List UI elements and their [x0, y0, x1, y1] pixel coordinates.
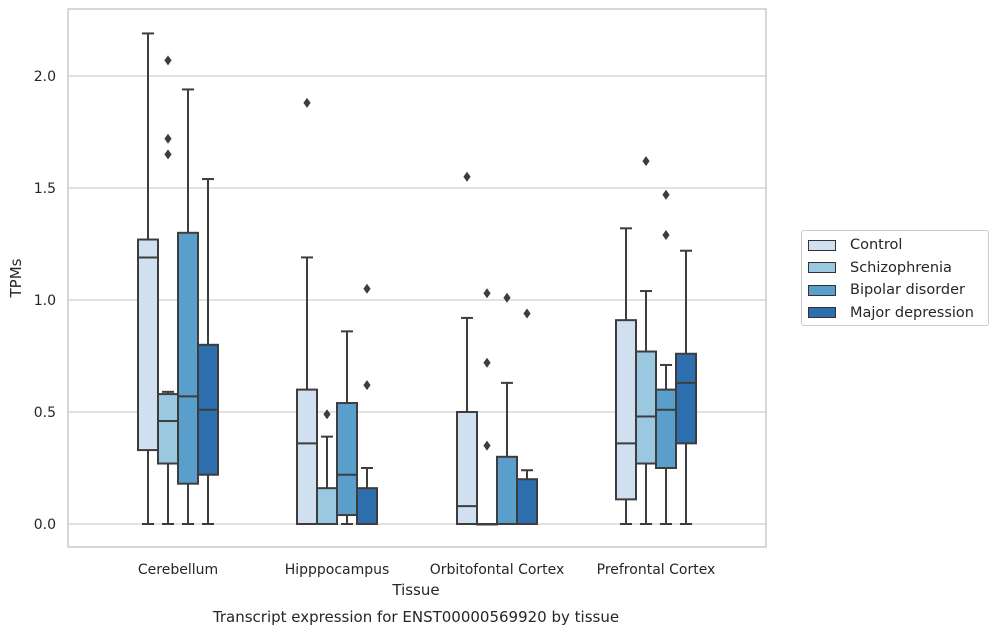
outlier-point: [164, 133, 172, 144]
outlier-point: [483, 440, 491, 451]
box: [177, 88, 199, 525]
outlier-point: [662, 230, 670, 241]
chart-title: Transcript expression for ENST0000056992…: [212, 608, 619, 626]
box-body: [496, 455, 518, 525]
box: [675, 249, 697, 525]
legend-label: Control: [850, 237, 903, 254]
plot-frame: [67, 8, 767, 548]
box-body: [456, 411, 478, 525]
legend-item: Bipolar disorder: [802, 279, 988, 302]
outlier-point: [323, 409, 331, 420]
y-tick-label: 1.5: [34, 181, 56, 197]
box: [476, 288, 498, 526]
x-axis-label: Tissue: [391, 581, 439, 599]
y-tick-label: 0.5: [34, 405, 56, 421]
box-body: [316, 487, 338, 526]
box-body: [137, 238, 159, 452]
outlier-point: [503, 292, 511, 303]
legend-label: Major depression: [850, 304, 974, 321]
box: [635, 156, 657, 525]
series-major-depression: [197, 178, 697, 526]
y-axis-label: TPMs: [7, 258, 25, 298]
series-schizophrenia: [157, 55, 657, 526]
legend-label: Schizophrenia: [850, 259, 952, 276]
box-body: [615, 319, 637, 501]
series-bipolar-disorder: [177, 88, 677, 525]
x-tick-label: Orbitofontal Cortex: [430, 562, 565, 578]
box: [456, 171, 478, 525]
y-tick-labels: 0.0 0.5 1.0 1.5 2.0: [34, 69, 56, 533]
box: [137, 32, 159, 525]
box: [296, 97, 318, 525]
y-tick-label: 0.0: [34, 517, 56, 533]
legend-label: Bipolar disorder: [850, 282, 965, 299]
box: [516, 308, 538, 526]
outlier-point: [523, 308, 531, 319]
outlier-point: [483, 288, 491, 299]
box-body: [516, 478, 538, 526]
x-tick-label: Hipppocampus: [285, 562, 390, 578]
box: [336, 330, 358, 525]
y-tick-label: 1.0: [34, 293, 56, 309]
box-body: [655, 388, 677, 470]
legend-swatch: [808, 262, 836, 274]
x-tick-label: Cerebellum: [138, 562, 218, 578]
y-tick-label: 2.0: [34, 69, 56, 85]
legend-swatch: [808, 307, 836, 319]
outlier-point: [303, 97, 311, 108]
outlier-point: [164, 149, 172, 160]
series-control: [137, 32, 637, 525]
box-body: [635, 350, 657, 465]
outlier-point: [483, 357, 491, 368]
box-body: [296, 388, 318, 525]
box: [655, 189, 677, 525]
outlier-point: [363, 380, 371, 391]
box-body: [336, 402, 358, 517]
outlier-point: [363, 283, 371, 294]
outlier-point: [463, 171, 471, 182]
x-tick-labels: Cerebellum Hipppocampus Orbitofontal Corte…: [138, 562, 715, 578]
box-body: [157, 393, 179, 465]
outlier-point: [662, 189, 670, 200]
legend-item: Control: [802, 234, 988, 257]
box-body: [675, 352, 697, 445]
box: [356, 283, 378, 526]
box: [496, 292, 518, 525]
box-body: [356, 487, 378, 526]
legend-item: Schizophrenia: [802, 257, 988, 280]
box-body: [177, 231, 199, 485]
legend-swatch: [808, 239, 836, 251]
box: [197, 178, 219, 525]
legend-swatch: [808, 284, 836, 296]
legend-item: Major depression: [802, 302, 988, 325]
outlier-point: [642, 156, 650, 167]
legend: Control Schizophrenia Bipolar disorder Majo…: [801, 230, 989, 326]
x-tick-label: Prefrontal Cortex: [597, 562, 716, 578]
box-series: [137, 32, 697, 526]
outlier-point: [164, 55, 172, 66]
